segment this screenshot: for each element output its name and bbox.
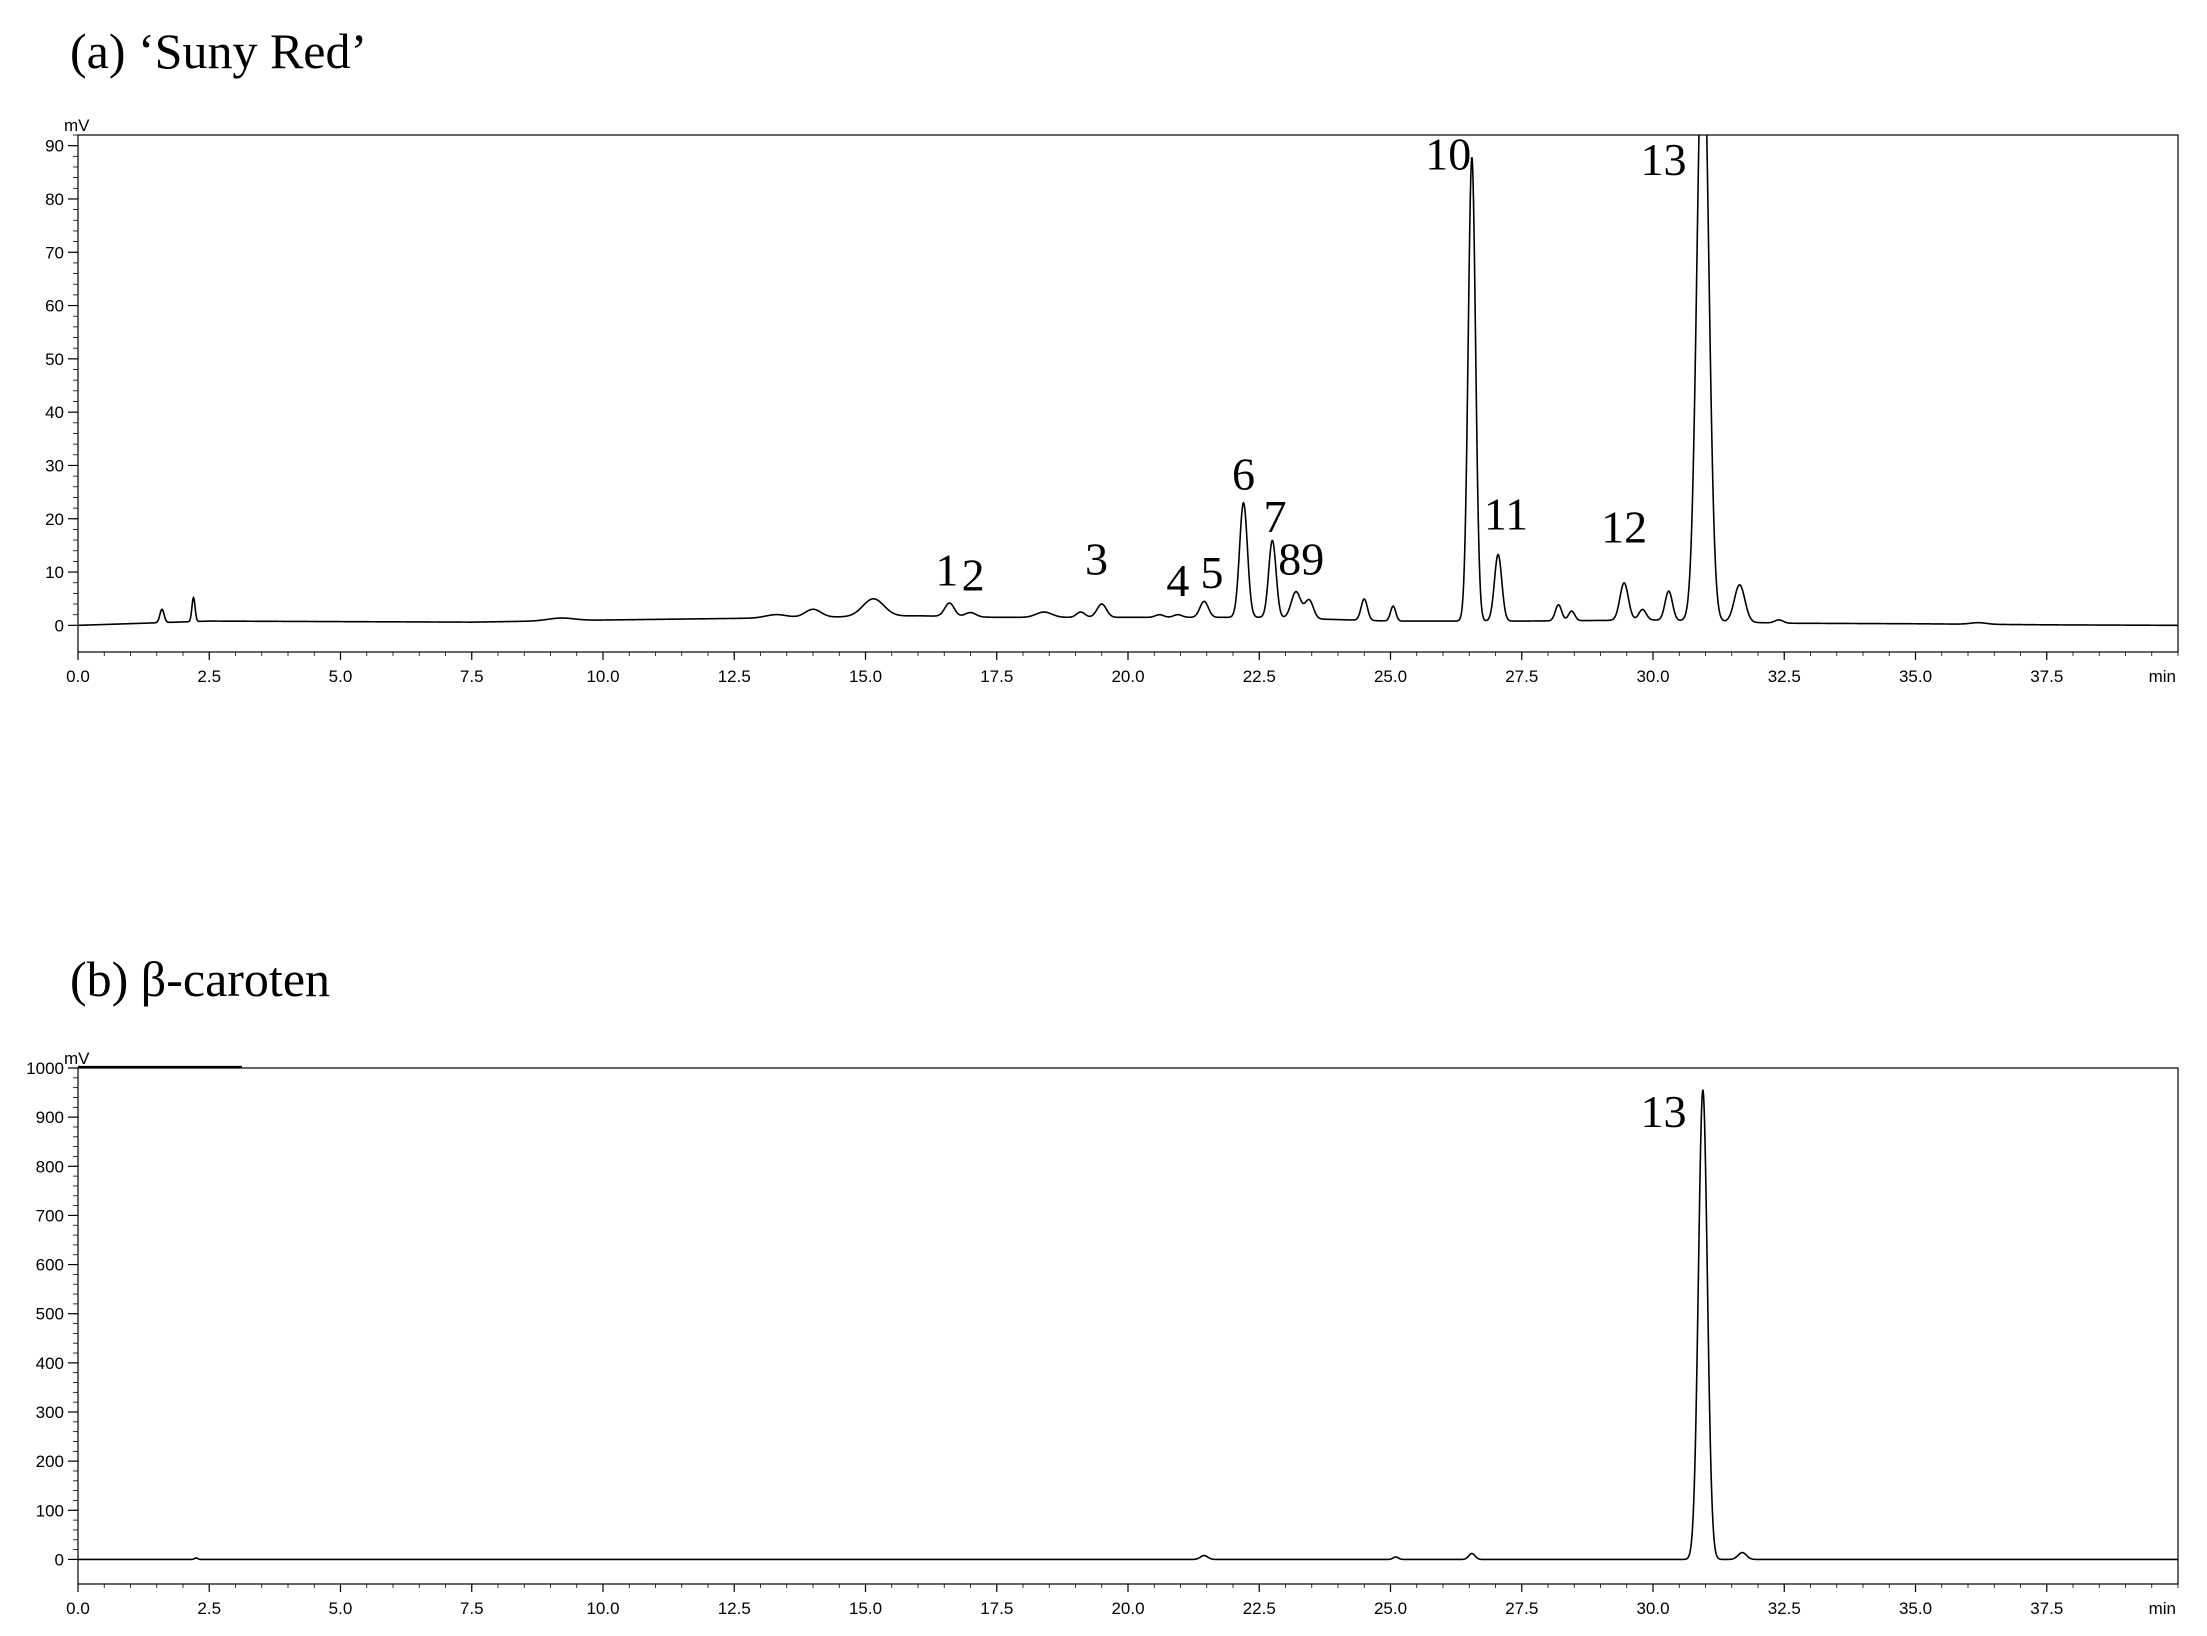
x-tick-label: 15.0 (849, 667, 882, 686)
x-tick-label: 7.5 (460, 1599, 484, 1618)
peak-label-4: 4 (1166, 555, 1189, 606)
x-tick-label: 2.5 (197, 667, 221, 686)
y-tick-label: 100 (36, 1501, 64, 1520)
x-tick-label: 30.0 (1636, 1599, 1669, 1618)
x-tick-label: 17.5 (980, 1599, 1013, 1618)
x-tick-label: 20.0 (1111, 667, 1144, 686)
peak-label-3: 3 (1085, 534, 1108, 585)
plot-frame (77, 1067, 2179, 1585)
y-tick-label: 20 (45, 510, 64, 529)
x-tick-label: 12.5 (718, 667, 751, 686)
y-tick-label: 400 (36, 1354, 64, 1373)
x-axis-unit: min (2149, 667, 2176, 686)
chromatogram-trace (78, 1089, 2178, 1561)
peak-label-6: 6 (1232, 448, 1255, 499)
y-tick-label: 200 (36, 1452, 64, 1471)
y-tick-label: 30 (45, 456, 64, 475)
chart-a-title: (a) ‘Suny Red’ (70, 23, 368, 79)
chart-b: 0.0 2.5 5.0 7.5 10.0 12.5 15.0 17.5 20.0 22.5 25.0… (26, 1049, 2179, 1618)
x-axis-unit: min (2149, 1599, 2176, 1618)
x-tick-label: 27.5 (1505, 667, 1538, 686)
peak-label-89: 89 (1278, 534, 1324, 585)
y-tick-label: 700 (36, 1206, 64, 1225)
peak-label-5: 5 (1201, 547, 1224, 598)
x-tick-label: 32.5 (1768, 1599, 1801, 1618)
y-tick-label: 900 (36, 1108, 64, 1127)
x-tick-label: 2.5 (197, 1599, 221, 1618)
x-tick-label: 7.5 (460, 667, 484, 686)
x-tick-label: 0.0 (66, 1599, 90, 1618)
peak-label-11: 11 (1484, 488, 1528, 539)
peak-label-10: 10 (1425, 129, 1471, 180)
y-tick-label: 500 (36, 1305, 64, 1324)
x-tick-label: 35.0 (1899, 667, 1932, 686)
y-tick-label: 10 (45, 563, 64, 582)
y-tick-label: 60 (45, 297, 64, 316)
y-tick-label: 600 (36, 1256, 64, 1275)
y-tick-label: 0 (55, 616, 64, 635)
chart-a: 0.0 2.5 5.0 7.5 10.0 12.5 15.0 17.5 20.0 22.5 25.0… (45, 116, 2179, 686)
x-tick-label: 32.5 (1768, 667, 1801, 686)
x-tick-label: 37.5 (2030, 667, 2063, 686)
y-axis-unit: mV (64, 116, 90, 135)
y-tick-label: 50 (45, 350, 64, 369)
x-tick-label: 22.5 (1243, 1599, 1276, 1618)
y-tick-label: 80 (45, 190, 64, 209)
x-tick-label: 25.0 (1374, 1599, 1407, 1618)
x-tick-label: 35.0 (1899, 1599, 1932, 1618)
x-tick-label: 12.5 (718, 1599, 751, 1618)
x-tick-label: 0.0 (66, 667, 90, 686)
peak-label-2: 2 (962, 550, 985, 601)
peak-label-7: 7 (1264, 491, 1287, 542)
x-tick-label: 5.0 (329, 667, 353, 686)
x-tick-label: 5.0 (329, 1599, 353, 1618)
peak-label-13: 13 (1641, 134, 1687, 185)
chart-b-title: (b) β-caroten (70, 951, 331, 1007)
chromatogram-trace (78, 135, 2178, 627)
y-tick-label: 300 (36, 1403, 64, 1422)
x-tick-label: 17.5 (980, 667, 1013, 686)
y-axis-unit: mV (64, 1049, 90, 1068)
y-tick-label: 70 (45, 243, 64, 262)
x-tick-label: 22.5 (1243, 667, 1276, 686)
peak-label-12: 12 (1601, 502, 1647, 553)
x-tick-label: 30.0 (1636, 667, 1669, 686)
y-tick-label: 40 (45, 403, 64, 422)
x-tick-label: 10.0 (586, 667, 619, 686)
plot-frame (77, 134, 2179, 653)
x-tick-label: 27.5 (1505, 1599, 1538, 1618)
y-tick-label: 1000 (26, 1059, 64, 1078)
x-tick-label: 10.0 (586, 1599, 619, 1618)
peak-label-1: 1 (935, 544, 958, 595)
y-tick-label: 800 (36, 1157, 64, 1176)
y-tick-label: 0 (55, 1550, 64, 1569)
peak-label-13: 13 (1641, 1086, 1687, 1137)
x-tick-label: 15.0 (849, 1599, 882, 1618)
x-tick-label: 20.0 (1111, 1599, 1144, 1618)
x-tick-label: 25.0 (1374, 667, 1407, 686)
y-tick-label: 90 (45, 137, 64, 156)
x-tick-label: 37.5 (2030, 1599, 2063, 1618)
